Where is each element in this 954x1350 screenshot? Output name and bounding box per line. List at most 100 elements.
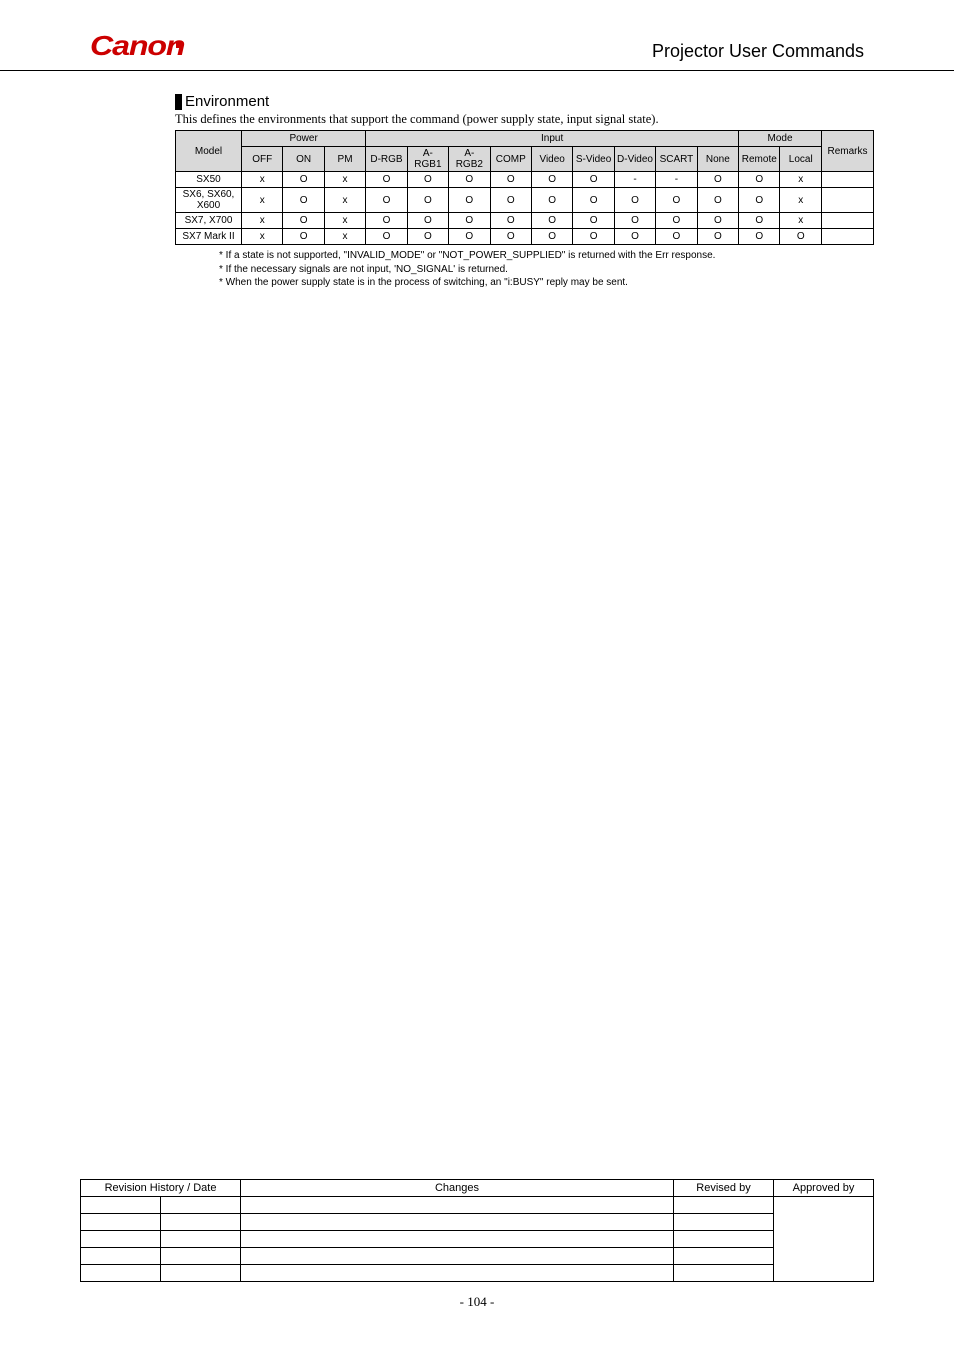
- th-rev-approved: Approved by: [774, 1180, 874, 1197]
- th-argb2: A-RGB2: [449, 147, 490, 172]
- section-title: Environment: [185, 93, 269, 110]
- th-remarks: Remarks: [822, 131, 874, 172]
- cell-value: O: [407, 213, 448, 229]
- cell-value: x: [242, 229, 283, 245]
- th-mode: Mode: [739, 131, 822, 147]
- cell-value: -: [614, 172, 655, 188]
- cell-value: O: [366, 172, 407, 188]
- table-header-row-1: Model Power Input Mode Remarks: [176, 131, 874, 147]
- header-title: Projector User Commands: [652, 41, 864, 62]
- rev-cell: [674, 1248, 774, 1265]
- cell-value: O: [490, 229, 531, 245]
- rev-cell: [81, 1248, 161, 1265]
- th-argb1: A-RGB1: [407, 147, 448, 172]
- rev-cell: [161, 1197, 241, 1214]
- cell-value: O: [697, 213, 738, 229]
- cell-value: x: [780, 188, 822, 213]
- cell-value: O: [283, 213, 324, 229]
- cell-value: O: [656, 229, 697, 245]
- cell-value: O: [573, 229, 614, 245]
- rev-cell: [241, 1265, 674, 1282]
- footnote-line: If a state is not supported, "INVALID_MO…: [219, 249, 874, 263]
- rev-row: [81, 1197, 874, 1214]
- cell-value: O: [490, 172, 531, 188]
- cell-value: O: [283, 172, 324, 188]
- th-comp: COMP: [490, 147, 531, 172]
- rev-row: [81, 1265, 874, 1282]
- cell-value: O: [656, 188, 697, 213]
- th-drgb: D-RGB: [366, 147, 407, 172]
- cell-model: SX50: [176, 172, 242, 188]
- cell-value: O: [490, 188, 531, 213]
- cell-value: O: [531, 229, 572, 245]
- footer-area: Revision History / Date Changes Revised …: [80, 1179, 874, 1310]
- environment-table: Model Power Input Mode Remarks OFF ON PM…: [175, 130, 874, 245]
- cell-value: O: [449, 229, 490, 245]
- table-header-row-2: OFF ON PM D-RGB A-RGB1 A-RGB2 COMP Video…: [176, 147, 874, 172]
- th-none: None: [697, 147, 738, 172]
- cell-value: O: [449, 213, 490, 229]
- rev-cell: [674, 1231, 774, 1248]
- rev-row: [81, 1231, 874, 1248]
- logo: Canon: [90, 30, 182, 62]
- cell-value: x: [242, 172, 283, 188]
- rev-cell: [81, 1197, 161, 1214]
- rev-cell: [674, 1197, 774, 1214]
- cell-value: x: [780, 172, 822, 188]
- table-row: SX50xOxOOOOOO--OOx: [176, 172, 874, 188]
- th-scart: SCART: [656, 147, 697, 172]
- cell-value: O: [656, 213, 697, 229]
- th-pm: PM: [324, 147, 365, 172]
- th-rev-history: Revision History / Date: [81, 1180, 241, 1197]
- rev-row: [81, 1214, 874, 1231]
- section-heading: Environment: [175, 93, 874, 110]
- cell-value: O: [739, 188, 780, 213]
- cell-value: O: [697, 229, 738, 245]
- cell-value: x: [242, 213, 283, 229]
- cell-model: SX7 Mark II: [176, 229, 242, 245]
- rev-cell: [161, 1214, 241, 1231]
- cell-model: SX6, SX60, X600: [176, 188, 242, 213]
- cell-value: O: [614, 213, 655, 229]
- cell-value: O: [531, 213, 572, 229]
- cell-value: O: [614, 229, 655, 245]
- table-row: SX6, SX60, X600xOxOOOOOOOOOOx: [176, 188, 874, 213]
- th-video: Video: [531, 147, 572, 172]
- th-model: Model: [176, 131, 242, 172]
- cell-value: O: [407, 172, 448, 188]
- rev-cell: [774, 1197, 874, 1282]
- footnote-line: If the necessary signals are not input, …: [219, 263, 874, 277]
- rev-cell: [161, 1231, 241, 1248]
- cell-value: x: [780, 213, 822, 229]
- th-power: Power: [242, 131, 366, 147]
- cell-value: O: [407, 229, 448, 245]
- th-off: OFF: [242, 147, 283, 172]
- cell-value: O: [614, 188, 655, 213]
- cell-value: O: [697, 172, 738, 188]
- rev-cell: [674, 1214, 774, 1231]
- cell-value: O: [366, 229, 407, 245]
- th-rev-changes: Changes: [241, 1180, 674, 1197]
- cell-value: O: [449, 188, 490, 213]
- cell-value: O: [407, 188, 448, 213]
- footnotes: If a state is not supported, "INVALID_MO…: [175, 249, 874, 290]
- rev-cell: [161, 1248, 241, 1265]
- page-number: - 104 -: [80, 1294, 874, 1310]
- th-dvideo: D-Video: [614, 147, 655, 172]
- rev-cell: [81, 1265, 161, 1282]
- cell-value: O: [283, 188, 324, 213]
- th-input: Input: [366, 131, 739, 147]
- cell-value: O: [490, 213, 531, 229]
- cell-value: O: [739, 172, 780, 188]
- cell-value: x: [324, 172, 365, 188]
- cell-value: x: [324, 188, 365, 213]
- cell-value: x: [324, 213, 365, 229]
- rev-cell: [241, 1248, 674, 1265]
- cell-value: O: [573, 188, 614, 213]
- rev-cell: [81, 1231, 161, 1248]
- rev-cell: [241, 1214, 674, 1231]
- cell-value: O: [366, 213, 407, 229]
- section-description: This defines the environments that suppo…: [175, 112, 874, 127]
- th-rev-revised: Revised by: [674, 1180, 774, 1197]
- cell-value: O: [697, 188, 738, 213]
